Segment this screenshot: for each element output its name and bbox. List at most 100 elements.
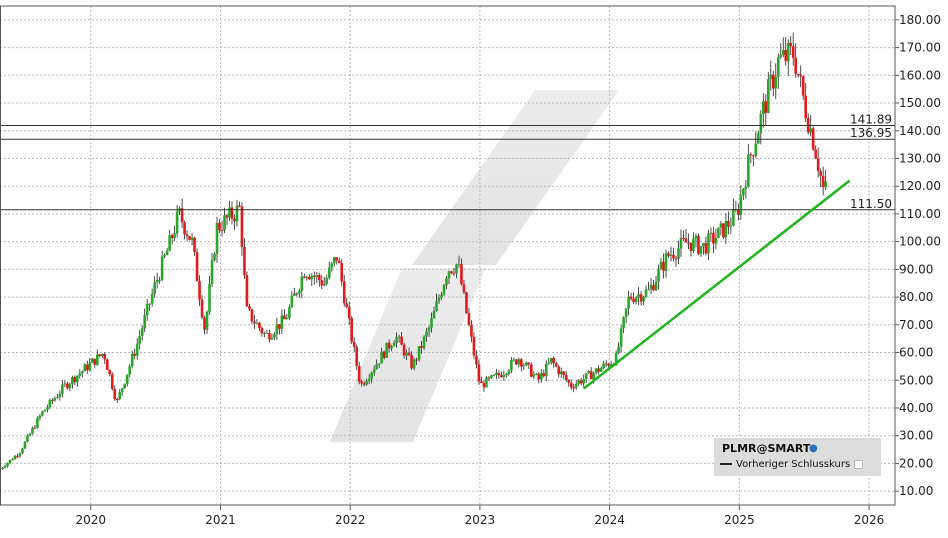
candle-up	[160, 256, 164, 280]
legend-item-label: Vorheriger Schlusskurs	[736, 459, 851, 470]
plot-border	[0, 5, 896, 506]
candle-up	[559, 371, 563, 375]
candle-up	[602, 363, 605, 369]
candle-down	[452, 272, 456, 274]
candle-up	[322, 283, 326, 286]
candle-down	[727, 220, 730, 227]
y-tick-label: 170.00	[899, 41, 941, 55]
candle-down	[569, 382, 573, 388]
candle-up	[165, 250, 169, 256]
y-tick-label: 70.00	[899, 318, 933, 332]
candle-down	[283, 315, 286, 320]
candle-down	[821, 175, 825, 188]
candle-up	[627, 296, 630, 309]
y-axis: 10.00 20.00 30.00 40.00 50.00 60.00 70.00 80.00…	[895, 13, 941, 498]
candle-up	[235, 205, 239, 222]
candle-up	[535, 373, 538, 375]
plot-frame	[0, 5, 896, 506]
x-tick-label: 2026	[854, 513, 885, 527]
candle-up	[622, 317, 625, 329]
candle-up	[654, 281, 658, 291]
y-tick-label: 20.00	[899, 456, 933, 470]
candle-down	[470, 325, 473, 337]
candle-down	[195, 252, 199, 282]
candle-up	[781, 49, 785, 55]
candle-down	[258, 322, 261, 329]
candle-up	[370, 372, 373, 379]
candle-down	[320, 280, 324, 286]
candle-up	[584, 373, 588, 380]
grid-lines	[0, 6, 895, 505]
candle-up	[592, 373, 595, 380]
candle-up	[168, 235, 171, 251]
candle-down	[238, 205, 241, 207]
candle-down	[108, 369, 112, 375]
candle-down	[579, 380, 583, 384]
candle-up	[742, 188, 745, 196]
y-tick-label: 60.00	[899, 346, 933, 360]
candle-down	[203, 317, 206, 330]
candle-down	[342, 281, 346, 304]
candle-down	[530, 364, 533, 377]
candle-down	[480, 381, 483, 384]
candle-down	[816, 158, 820, 172]
candle-up	[1, 467, 4, 469]
candle-down	[672, 254, 675, 259]
candle-down	[589, 371, 593, 380]
candle-up	[624, 308, 628, 318]
candle-up	[707, 233, 710, 254]
candle-up	[525, 362, 528, 366]
candle-down	[684, 238, 688, 243]
candle-down	[789, 42, 793, 47]
candle-down	[487, 377, 491, 379]
x-tick-label: 2021	[205, 513, 236, 527]
candle-down	[629, 296, 633, 299]
candle-down	[253, 321, 256, 324]
candle-down	[133, 353, 136, 356]
candle-up	[53, 398, 57, 401]
candle-up	[779, 54, 783, 58]
candle-up	[81, 371, 84, 374]
candle-up	[776, 57, 780, 77]
candle-up	[619, 328, 623, 347]
candle-down	[804, 95, 807, 119]
candle-up	[505, 373, 508, 375]
candle-down	[689, 242, 693, 252]
x-tick-label: 2022	[335, 513, 366, 527]
candle-down	[245, 275, 249, 307]
y-tick-label: 10.00	[899, 484, 933, 498]
candle-up	[490, 375, 493, 378]
checkbox-icon	[854, 459, 864, 469]
candle-down	[562, 371, 566, 375]
candle-up	[76, 375, 79, 383]
candle-down	[749, 154, 753, 156]
candle-up	[549, 358, 553, 363]
candle-down	[185, 234, 189, 237]
candle-down	[420, 346, 423, 348]
x-tick-label: 2020	[76, 513, 107, 527]
candle-down	[500, 375, 503, 378]
candle-up	[120, 388, 124, 393]
candle-up	[367, 378, 371, 382]
candle-down	[784, 49, 788, 62]
y-tick-label: 150.00	[899, 96, 941, 110]
y-tick-label: 80.00	[899, 290, 933, 304]
candle-down	[183, 222, 186, 235]
candle-up	[739, 195, 743, 215]
x-axis: 2020 2021 2022 2023 2024 2025 2026	[76, 505, 885, 527]
candle-down	[801, 76, 805, 96]
candle-down	[554, 363, 558, 367]
candle-up	[412, 359, 416, 369]
candle-down	[791, 46, 795, 58]
candle-down	[98, 354, 102, 357]
candle-up	[285, 318, 289, 320]
candle-up	[714, 238, 718, 244]
candle-down	[697, 235, 700, 254]
candle-down	[188, 236, 191, 240]
candle-down	[110, 374, 114, 389]
level-label: 136.95	[850, 126, 892, 140]
candle-up	[78, 373, 82, 376]
candle-down	[572, 387, 576, 389]
candle-down	[415, 359, 418, 361]
